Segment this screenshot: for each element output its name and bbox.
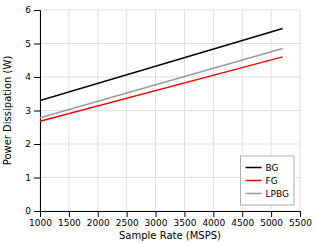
legend-label: BG — [266, 163, 279, 173]
x-axis-line — [41, 212, 301, 218]
plot: 1000 1500 2000 2500 3000 3500 4000 4500 5000 5500… — [25, 5, 312, 228]
x-tick-mark — [300, 211, 301, 217]
x-tick-label: 3500 — [173, 218, 196, 228]
y-tick: 0 — [25, 206, 40, 216]
x-tick-label: 4500 — [231, 218, 254, 228]
legend-item: BG — [246, 163, 279, 173]
x-tick: 2500 — [116, 211, 139, 228]
x-tick-mark — [271, 211, 272, 217]
y-tick-label: 6 — [25, 5, 31, 15]
x-axis: 1000 1500 2000 2500 3000 3500 4000 4500 5000 5500 — [29, 211, 312, 228]
x-tick: 1000 — [29, 211, 52, 228]
y-tick-label: 2 — [25, 139, 31, 149]
x-tick-label: 3000 — [145, 218, 168, 228]
legend: BG FG LPBG — [241, 156, 294, 205]
grid-line-y — [40, 144, 300, 145]
grid-line-y — [40, 77, 300, 78]
x-tick-mark — [98, 211, 99, 217]
line — [40, 57, 283, 121]
y-tick-label: 5 — [25, 39, 31, 49]
y-tick-mark — [34, 44, 40, 45]
y-tick-label: 1 — [25, 173, 31, 183]
legend-item: LPBG — [246, 189, 289, 199]
legend-swatch — [246, 193, 262, 195]
legend-label: FG — [266, 176, 278, 186]
y-axis: 0 1 2 3 4 5 6 — [25, 5, 40, 216]
y-tick: 2 — [25, 139, 40, 149]
x-tick-mark — [242, 211, 243, 217]
y-tick-mark — [34, 111, 40, 112]
y-tick-mark — [34, 178, 40, 179]
legend-item: FG — [246, 176, 278, 186]
x-tick-label: 5500 — [289, 218, 312, 228]
legend-box — [241, 156, 294, 205]
y-axis-title: Power Dissipation (W) — [2, 56, 13, 166]
x-tick-label: 5000 — [260, 218, 283, 228]
y-tick: 4 — [25, 72, 40, 82]
x-tick-label: 1500 — [58, 218, 81, 228]
x-axis-title: Sample Rate (MSPS) — [119, 230, 221, 241]
grid — [40, 10, 300, 211]
chart: 1000 1500 2000 2500 3000 3500 4000 4500 5000 5500… — [0, 0, 316, 243]
x-tick-label: 2500 — [116, 218, 139, 228]
line — [40, 49, 283, 118]
y-tick-label: 3 — [25, 106, 31, 116]
legend-label: LPBG — [266, 189, 289, 199]
x-tick-label: 1000 — [29, 218, 52, 228]
legend-swatch — [246, 167, 262, 169]
y-tick-mark — [34, 77, 40, 78]
x-tick-mark — [69, 211, 70, 217]
y-tick-mark — [34, 144, 40, 145]
x-tick: 1500 — [58, 211, 81, 228]
y-tick-label: 0 — [25, 206, 31, 216]
x-tick-mark — [127, 211, 128, 217]
x-tick: 2000 — [87, 211, 110, 228]
y-tick-mark — [34, 211, 40, 212]
x-tick-mark — [213, 211, 214, 217]
y-tick: 1 — [25, 173, 40, 183]
x-tick-label: 4000 — [202, 218, 225, 228]
x-tick: 4500 — [231, 211, 254, 228]
x-tick: 4000 — [202, 211, 225, 228]
x-tick: 5500 — [289, 211, 312, 228]
y-tick: 3 — [25, 106, 40, 116]
y-tick-mark — [34, 10, 40, 11]
x-tick-mark — [184, 211, 185, 217]
x-tick: 3500 — [173, 211, 196, 228]
y-tick: 5 — [25, 39, 40, 49]
grid-line-y — [40, 43, 300, 44]
legend-swatch — [246, 180, 262, 182]
y-tick-label: 4 — [25, 72, 31, 82]
y-axis-line — [34, 11, 41, 212]
y-tick: 6 — [25, 5, 40, 15]
grid-line-y — [40, 10, 300, 11]
x-tick-mark — [156, 211, 157, 217]
lines — [40, 28, 283, 121]
x-tick: 3000 — [145, 211, 168, 228]
x-tick: 5000 — [260, 211, 283, 228]
x-tick-label: 2000 — [87, 218, 110, 228]
